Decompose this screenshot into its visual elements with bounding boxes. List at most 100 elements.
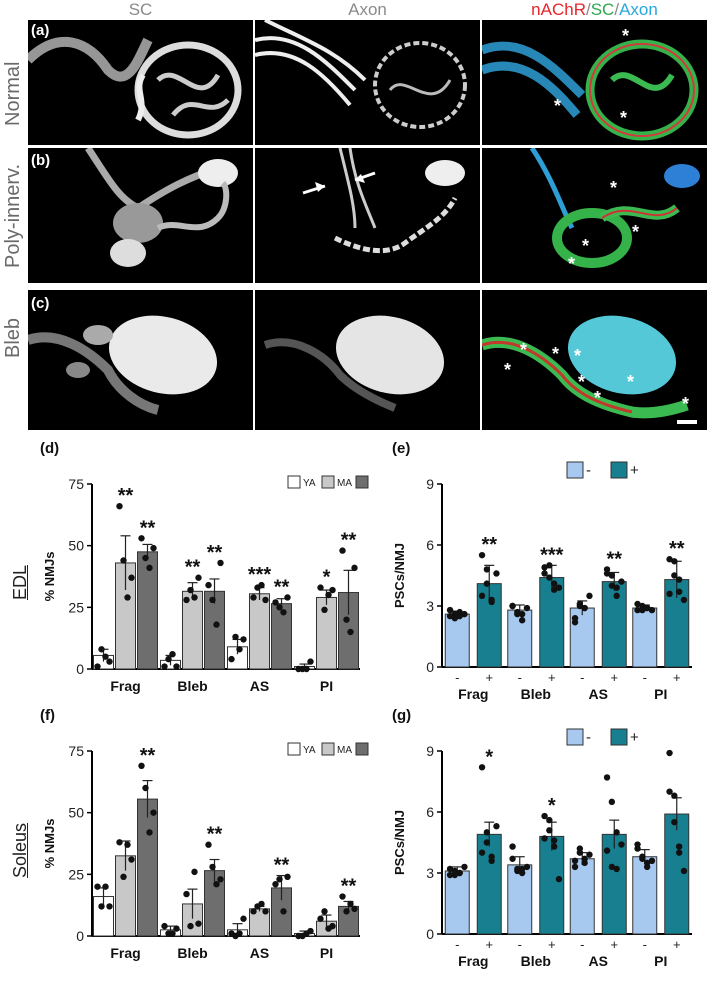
muscle-label-edl: EDL: [10, 564, 30, 600]
chartd-point-3-1-0: [317, 584, 324, 591]
chartg-legend-label-1: +: [630, 729, 639, 746]
charte-point-2-1-1: [608, 572, 616, 579]
chart-letter-e: (e): [392, 440, 411, 457]
chartd-point-3-0-2: [303, 665, 310, 673]
chartd-point-2-0-2: [236, 646, 243, 653]
charte-sig-3-1: **: [669, 538, 685, 560]
charte-point-2-1-6: [613, 584, 620, 591]
charte-point-3-1-4: [666, 590, 673, 597]
charte-point-1-0-6: [518, 610, 526, 618]
micrograph-poly-axon: [255, 148, 480, 283]
charte-sublabel-3-0: -: [643, 670, 647, 685]
svg-text:*: *: [594, 388, 601, 408]
chartd-point-1-1-2: [191, 594, 198, 601]
chartg-category-3: PI: [654, 953, 667, 969]
charte-point-0-1-4: [478, 592, 486, 600]
charte-point-2-1-3: [618, 578, 625, 585]
chartd-category-1: Bleb: [177, 678, 207, 694]
charte-point-1-1-5: [546, 574, 553, 581]
chartf-ylabel: % NMJs: [42, 819, 57, 869]
svg-text:*: *: [520, 340, 527, 360]
charte-ytick-label-0: 0: [426, 659, 434, 675]
chartf-legend-label-1: MA: [337, 745, 352, 756]
charte-point-3-0-4: [634, 600, 641, 608]
chartd-point-1-2-3: [217, 559, 224, 567]
charte-sublabel-1-0: -: [518, 670, 522, 685]
chartg-bar-3-1: [664, 813, 690, 935]
chartf-point-0-0-1: [98, 903, 105, 910]
chartg-point-0-1-4: [478, 849, 486, 856]
chartd-point-0-0-1: [98, 646, 105, 653]
chartg-point-0-0-3: [461, 863, 468, 871]
chartf-point-1-1-3: [195, 920, 202, 927]
chartd-point-1-1-0: [183, 596, 190, 604]
chartd-point-2-0-0: [228, 655, 235, 663]
charte-point-1-1-2: [550, 580, 558, 587]
charte-point-3-0-5: [639, 606, 646, 614]
chartf-point-1-1-0: [183, 890, 190, 898]
charte-point-2-1-5: [608, 582, 616, 589]
svg-text:*: *: [578, 372, 585, 392]
chartf-ytick-label-3: 75: [68, 743, 84, 759]
chartd-ytick-label-2: 50: [68, 538, 84, 554]
chartd-point-0-2-2: [146, 564, 153, 572]
svg-text:*: *: [622, 26, 629, 46]
chartd-point-2-1-3: [262, 596, 269, 604]
chartg-category-1: Bleb: [521, 953, 551, 969]
charte-point-2-0-5: [576, 602, 584, 610]
chartg-point-3-1-3: [680, 867, 688, 875]
charte-legend-label-0: -: [586, 462, 591, 479]
row-label-bleb: Bleb: [2, 317, 24, 358]
charte-point-1-1-6: [550, 586, 558, 593]
chartg-bar-3-0: [632, 856, 658, 935]
svg-text:*: *: [504, 360, 511, 380]
svg-text:*: *: [610, 178, 617, 198]
chartd-point-3-2-2: [347, 628, 354, 636]
charte-ytick-label-2: 6: [426, 537, 434, 553]
chartg-point-0-0-4: [446, 871, 454, 879]
charte-point-3-1-0: [666, 556, 673, 563]
chartg-category-0: Frag: [458, 953, 488, 969]
chartg-sublabel-1-0: -: [518, 937, 522, 952]
charte-sublabel-1-1: +: [548, 670, 556, 685]
chartg-point-3-1-5: [671, 818, 678, 826]
chartd-point-3-0-3: [307, 658, 314, 665]
chartg-point-1-0-4: [509, 843, 516, 850]
charte-point-0-1-3: [493, 570, 500, 577]
chartf-point-3-2-2: [347, 900, 354, 908]
chartd-sig-3-2: **: [341, 530, 357, 552]
chartd-point-2-2-2: [280, 609, 287, 616]
chartf-point-1-0-0: [161, 922, 168, 930]
chartf-point-3-2-3: [351, 905, 358, 913]
chartf-point-1-2-0: [205, 841, 212, 848]
charte-category-2: AS: [589, 686, 608, 702]
chartd-point-1-0-3: [173, 663, 180, 670]
charte-point-1-1-4: [541, 570, 548, 577]
charte-point-3-0-6: [643, 604, 651, 612]
column-header-merged: nAChR/SC/Axon: [482, 0, 707, 20]
chart-letter-d: (d): [40, 440, 60, 457]
micrograph-normal-axon: [255, 20, 480, 145]
chartg-point-1-1-3: [555, 875, 563, 883]
chartf-legend-swatch-1: [321, 742, 335, 756]
charte-point-1-0-5: [514, 610, 521, 618]
chartd-ytick-label-3: 75: [68, 476, 84, 492]
chartf-bar-0-2: [137, 798, 158, 937]
charte-legend-swatch-0: [566, 461, 584, 479]
micrograph-normal-sc: [28, 20, 253, 145]
chartg-point-2-1-5: [608, 863, 616, 871]
charte-point-3-0-0: [634, 606, 641, 614]
charte-point-0-1-1: [483, 580, 491, 587]
chartg-point-0-1-5: [483, 829, 491, 836]
chartf-category-0: Frag: [110, 945, 140, 961]
charte-point-0-0-0: [446, 612, 454, 620]
chartd-sig-1-1: **: [185, 557, 201, 579]
charte-ytick-label-1: 3: [426, 598, 434, 614]
chartd-sig-2-1: ***: [248, 564, 272, 586]
chartf-point-3-2-1: [343, 908, 350, 915]
column-header-axon: Axon: [348, 0, 387, 19]
chartg-point-2-1-6: [613, 829, 620, 836]
micrograph-bleb-axon: [255, 290, 480, 430]
